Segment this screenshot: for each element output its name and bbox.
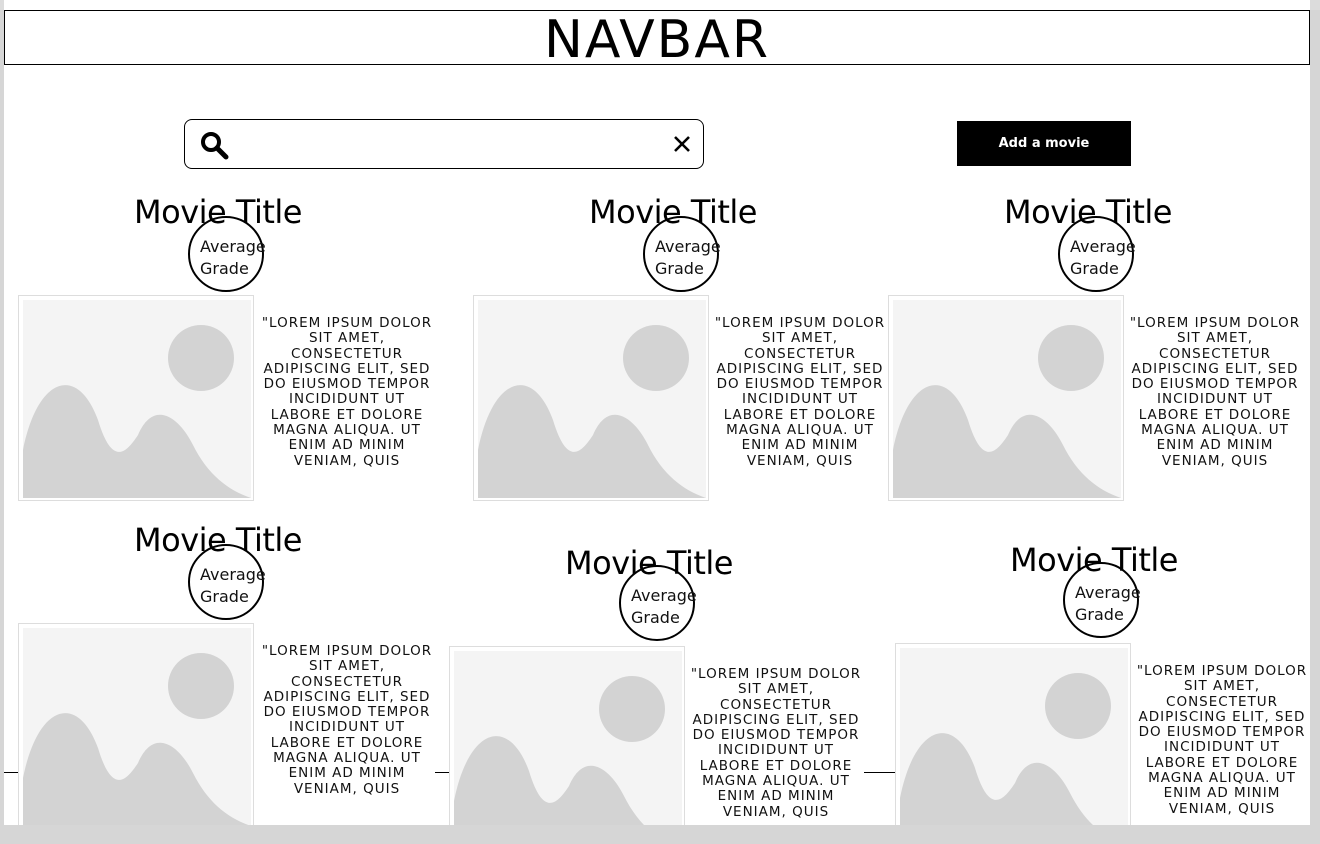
search-icon[interactable] <box>199 130 229 160</box>
average-grade-badge: Average Grade <box>1058 216 1136 292</box>
movie-card[interactable]: Movie Title Average Grade "LOREM IPSUM D… <box>895 544 1310 825</box>
movie-description: "LOREM IPSUM DOLOR SIT AMET, CONSECTETUR… <box>1129 315 1301 469</box>
movie-poster <box>18 623 254 825</box>
image-placeholder-icon <box>454 651 682 825</box>
movie-poster <box>895 643 1131 825</box>
image-placeholder-icon <box>23 300 251 498</box>
average-grade-badge: Average Grade <box>188 216 266 292</box>
average-grade-label: Average Grade <box>631 586 697 627</box>
movie-card[interactable]: Movie Title Average Grade "LOREM IPSUM D… <box>888 196 1308 506</box>
movie-poster <box>473 295 709 501</box>
average-grade-label: Average Grade <box>1070 237 1136 278</box>
average-grade-label: Average Grade <box>655 237 721 278</box>
divider <box>435 772 449 773</box>
add-movie-button[interactable]: Add a movie <box>957 121 1131 166</box>
page: NAVBAR Add a movie Movie Title Average G… <box>4 0 1310 825</box>
divider <box>864 772 895 773</box>
average-grade-badge: Average Grade <box>643 216 721 292</box>
movie-description: "LOREM IPSUM DOLOR SIT AMET, CONSECTETUR… <box>690 666 862 820</box>
movie-card[interactable]: Movie Title Average Grade "LOREM IPSUM D… <box>18 196 438 506</box>
image-placeholder-icon <box>900 648 1128 825</box>
movie-description: "LOREM IPSUM DOLOR SIT AMET, CONSECTETUR… <box>1136 663 1308 817</box>
search-input[interactable] <box>241 128 645 162</box>
average-grade-badge: Average Grade <box>619 565 697 641</box>
movie-card[interactable]: Movie Title Average Grade "LOREM IPSUM D… <box>473 196 893 506</box>
average-grade-label: Average Grade <box>1075 583 1141 624</box>
search-bar <box>184 119 704 169</box>
movie-description: "LOREM IPSUM DOLOR SIT AMET, CONSECTETUR… <box>261 643 433 797</box>
navbar: NAVBAR <box>4 9 1310 70</box>
close-icon[interactable] <box>671 133 693 155</box>
movie-poster <box>888 295 1124 501</box>
movie-card[interactable]: Movie Title Average Grade "LOREM IPSUM D… <box>18 524 438 825</box>
average-grade-badge: Average Grade <box>188 544 266 620</box>
movie-description: "LOREM IPSUM DOLOR SIT AMET, CONSECTETUR… <box>261 315 433 469</box>
movie-description: "LOREM IPSUM DOLOR SIT AMET, CONSECTETUR… <box>714 315 886 469</box>
average-grade-label: Average Grade <box>200 237 266 278</box>
image-placeholder-icon <box>478 300 706 498</box>
navbar-title: NAVBAR <box>543 9 771 70</box>
movie-poster <box>449 646 685 825</box>
movie-poster <box>18 295 254 501</box>
image-placeholder-icon <box>893 300 1121 498</box>
average-grade-label: Average Grade <box>200 565 266 606</box>
image-placeholder-icon <box>23 628 251 825</box>
divider <box>4 772 18 773</box>
average-grade-badge: Average Grade <box>1063 562 1141 638</box>
movie-card[interactable]: Movie Title Average Grade "LOREM IPSUM D… <box>449 547 869 825</box>
